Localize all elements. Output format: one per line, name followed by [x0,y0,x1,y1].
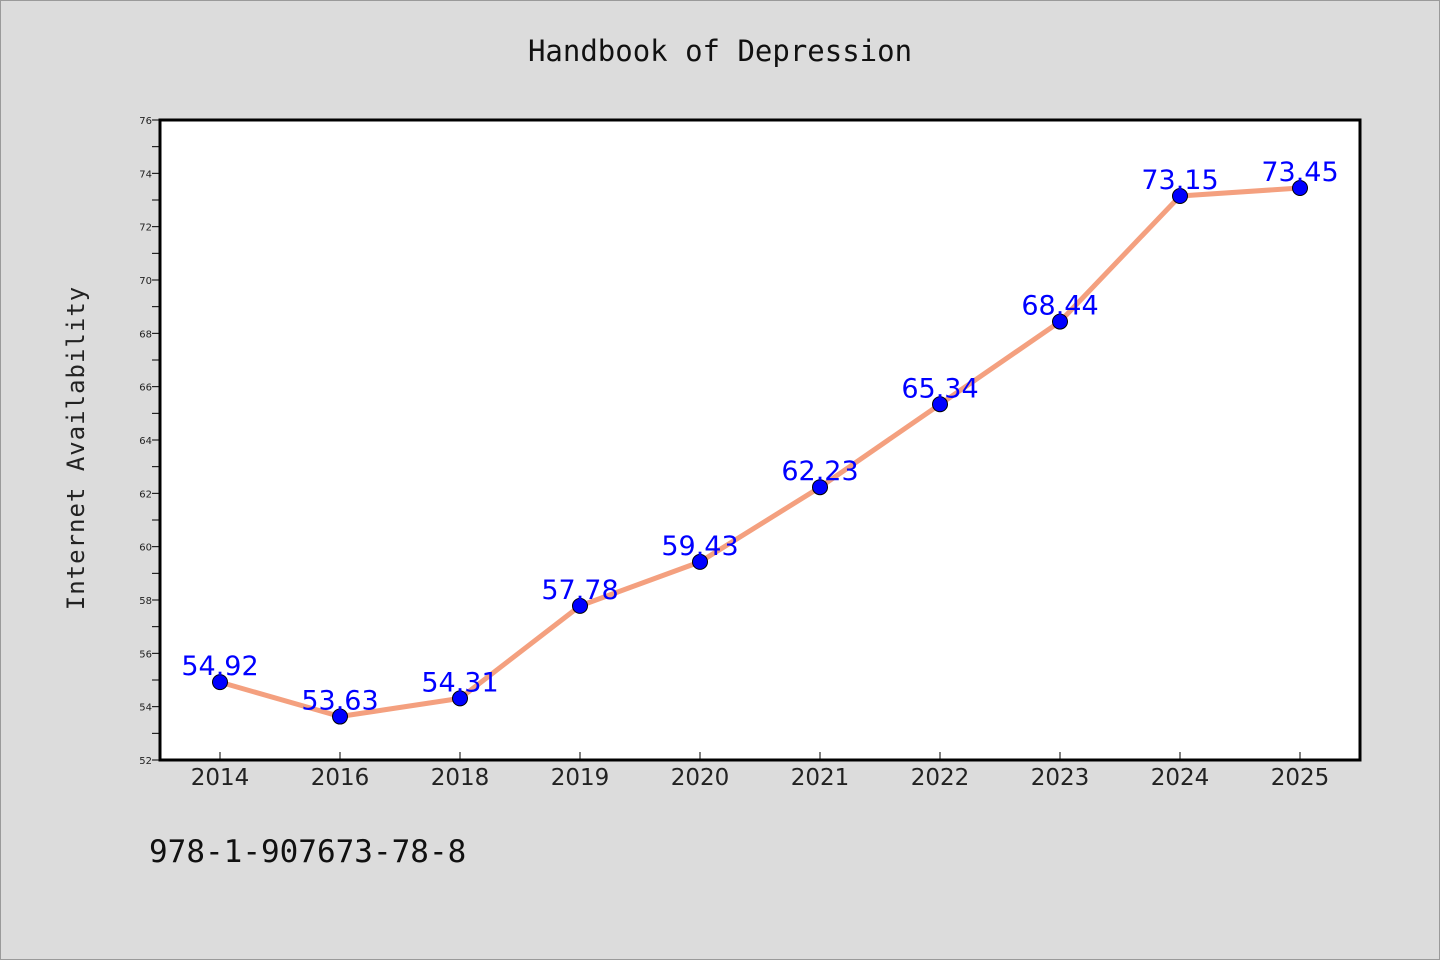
data-label: 57.78 [541,575,618,606]
y-axis: 52 54 56 58 60 62 64 66 68 70 72 74 76 [139,116,160,767]
y-tick-label: 62 [139,489,152,500]
x-tick-label: 2025 [1271,765,1330,791]
data-point [212,674,228,691]
data-label: 68.44 [1021,291,1098,322]
data-point [1292,180,1308,196]
y-tick-label: 64 [139,436,152,447]
data-label: 54.92 [181,651,258,682]
data-point [332,708,348,725]
data-point [1172,188,1188,204]
y-tick-label: 74 [139,169,152,180]
data-point [692,553,708,570]
data-label: 65.34 [901,373,978,404]
y-tick-label: 66 [139,383,152,394]
data-point [572,597,588,614]
x-tick-label: 2019 [551,765,610,791]
y-tick-label: 76 [139,116,152,127]
x-tick-label: 2022 [911,765,970,791]
y-tick-label: 70 [139,276,152,287]
data-point [452,690,468,707]
data-label: 54.31 [421,667,498,698]
series-group: 54.92 53.63 54.31 57.78 59.43 62.23 65.34 68.44… [181,157,1339,725]
x-tick-label: 2024 [1151,765,1210,791]
data-label: 62.23 [781,456,858,487]
data-label: 73.15 [1141,165,1218,196]
data-point [812,479,828,496]
y-tick-label: 52 [139,756,152,767]
x-tick-label: 2016 [311,765,370,791]
series-line [217,185,1303,720]
y-tick-label: 68 [139,329,152,340]
chart-title: Handbook of Depression [527,34,913,68]
data-point [1052,313,1068,330]
y-tick-label: 60 [139,543,152,554]
x-tick-label: 2014 [191,765,250,791]
y-tick-label: 54 [139,703,152,714]
data-point [932,396,948,413]
y-tick-label: 58 [139,596,152,607]
x-tick-label: 2020 [671,765,730,791]
data-label: 73.45 [1261,157,1338,188]
plot-frame [158,118,1362,762]
data-label: 53.63 [301,686,378,717]
y-tick-label: 56 [139,649,152,660]
x-tick-label: 2023 [1031,765,1090,791]
x-tick-label: 2021 [791,765,850,791]
data-label: 59.43 [661,531,738,562]
y-tick-label: 72 [139,223,152,234]
x-tick-label: 2018 [431,765,490,791]
plot-area [160,120,1360,760]
isbn-text: 978-1-907673-78-8 [149,834,467,870]
x-axis: 2014 2016 2018 2019 2020 2021 2022 2023 2024 2025 [191,752,1330,791]
